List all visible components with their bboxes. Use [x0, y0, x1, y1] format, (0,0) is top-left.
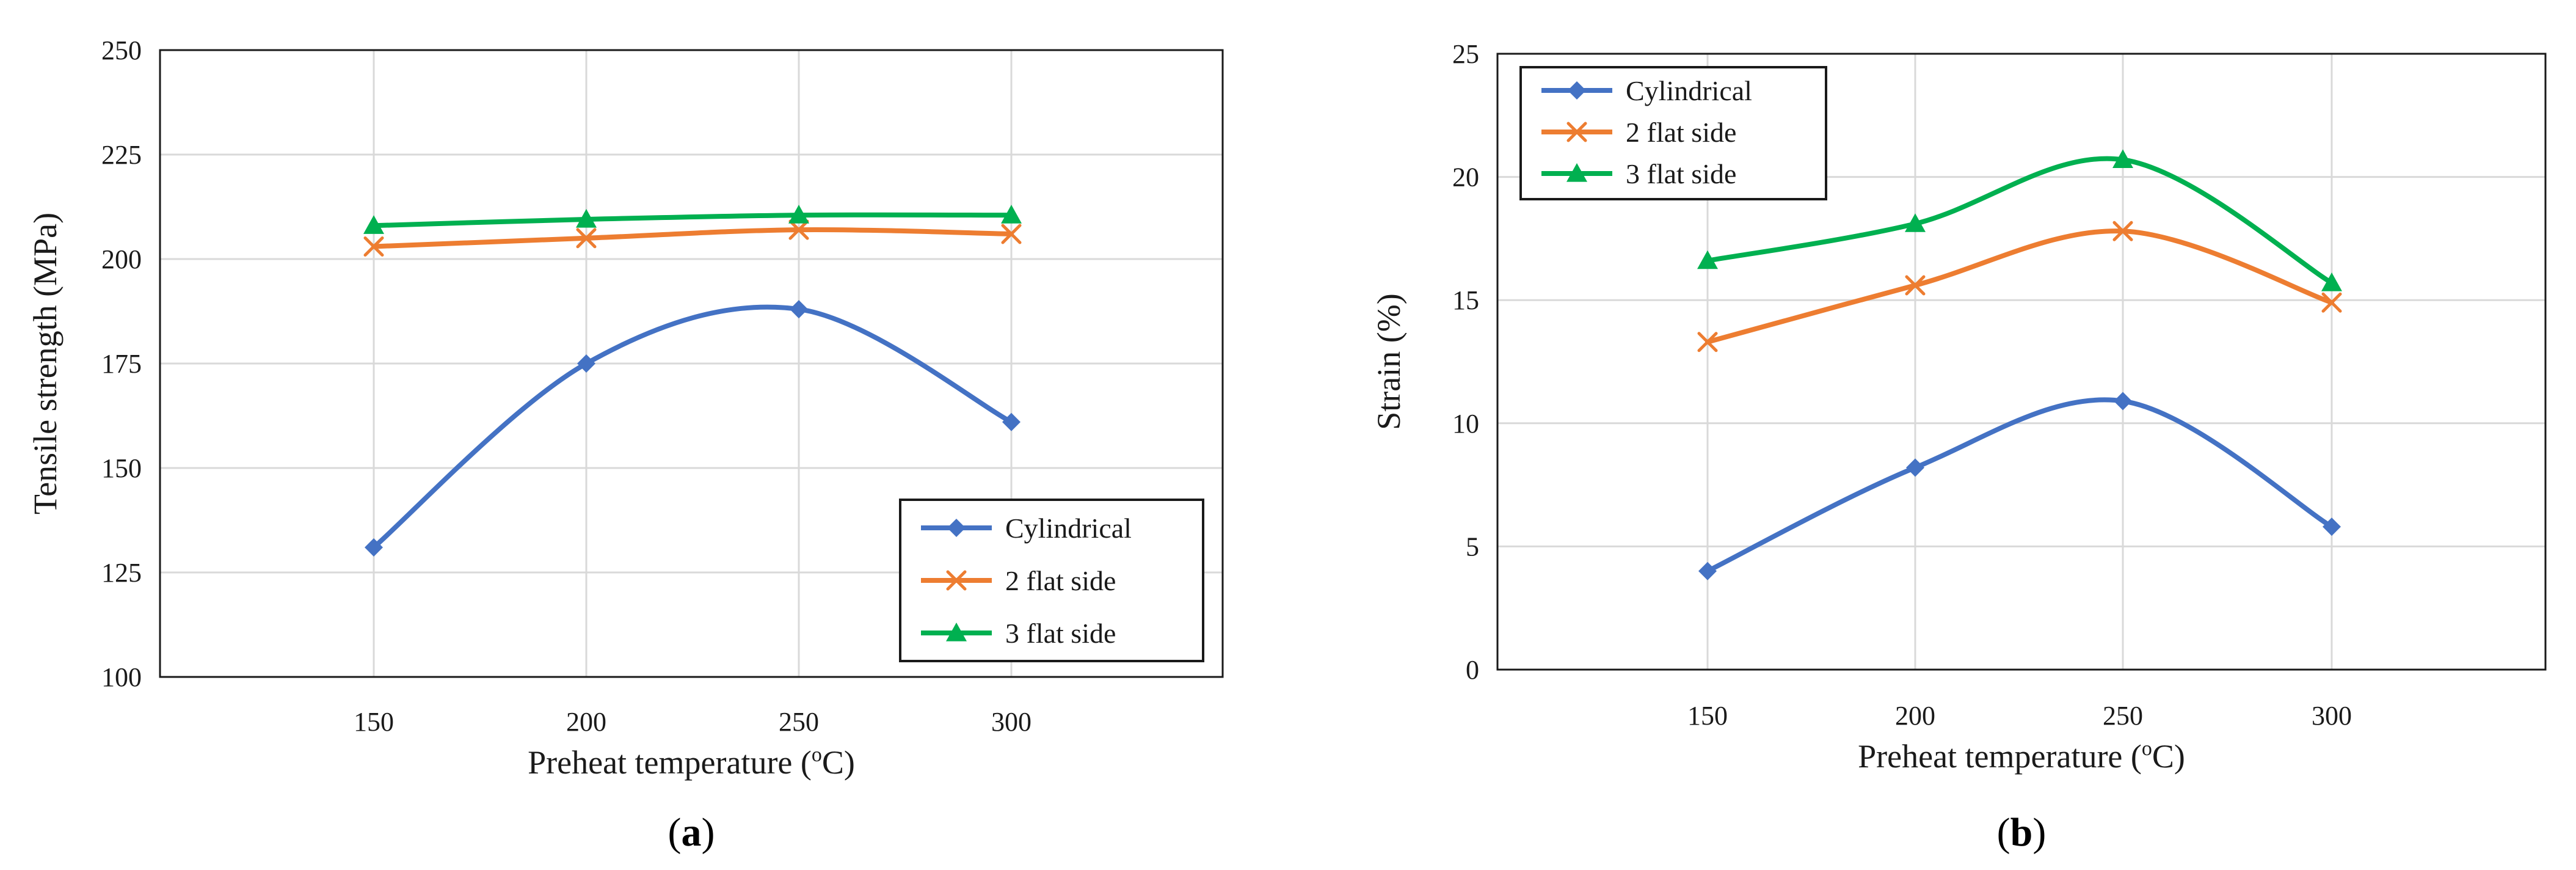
series-line-2-flat-side [371, 227, 1014, 249]
y-tick-label: 15 [1452, 285, 1479, 315]
y-tick-label: 5 [1466, 532, 1479, 561]
legend-label: Cylindrical [1005, 513, 1132, 544]
x-tick-label: 300 [2312, 701, 2352, 731]
legend: Cylindrical 2 flat side 3 flat side [1519, 66, 1827, 200]
series-line-3-flat-side [1705, 156, 2334, 285]
legend-label: 3 flat side [1626, 158, 1736, 189]
series-line-2-flat-side [1705, 228, 2334, 345]
x-tick-label: 150 [354, 707, 394, 737]
y-tick-label: 225 [101, 140, 142, 170]
y-tick-label: 175 [101, 349, 142, 379]
panel-caption: (b) [1997, 810, 2047, 855]
data-point [788, 219, 809, 240]
legend: Cylindrical 2 flat side 3 flat side [899, 499, 1204, 662]
y-tick-label: 0 [1466, 655, 1479, 685]
data-point [576, 209, 597, 228]
data-point [2321, 272, 2342, 291]
data-point [790, 300, 808, 319]
legend-label: 2 flat side [1626, 117, 1736, 148]
data-point [788, 205, 809, 224]
y-axis-title: Strain (%) [1370, 293, 1407, 430]
y-tick-label: 200 [101, 244, 142, 274]
x-tick-label: 250 [779, 707, 819, 737]
data-point [1002, 412, 1021, 431]
x-tick-label: 200 [1895, 701, 1935, 731]
y-tick-label: 20 [1452, 163, 1479, 192]
data-point [365, 538, 383, 557]
y-tick-label: 150 [101, 453, 142, 483]
data-point [2112, 221, 2133, 241]
series-line-3-flat-side [371, 212, 1014, 228]
data-point [1001, 205, 1022, 224]
data-point [363, 215, 384, 234]
data-point [2323, 517, 2341, 536]
data-point [2112, 149, 2133, 168]
chart-panel-b: 0 5 10 15 20 25 150 200 250 300 Strain (%) Preheat … [1370, 39, 2547, 855]
legend-marker [946, 623, 967, 642]
data-point [1697, 332, 1718, 353]
plot-area-border [159, 49, 1224, 678]
legend-marker [946, 570, 967, 591]
series-line-cylindrical [1705, 397, 2334, 574]
data-point [1697, 250, 1718, 269]
data-point [577, 354, 595, 373]
y-tick-label: 100 [101, 662, 142, 692]
legend-label: 3 flat side [1005, 618, 1116, 649]
legend-label: 2 flat side [1005, 565, 1116, 596]
x-tick-label: 150 [1687, 701, 1728, 731]
y-axis-title: Tensile strength (MPa) [27, 213, 64, 514]
legend-marker [1568, 81, 1586, 100]
legend-marker [947, 519, 966, 537]
data-point [2114, 392, 2132, 411]
legend-marker [1566, 122, 1587, 142]
y-tick-label: 10 [1452, 409, 1479, 439]
data-point [1906, 458, 1924, 477]
data-point [1905, 213, 1926, 232]
series-line-cylindrical [371, 304, 1014, 550]
data-point [576, 228, 597, 249]
chart-panel-a: 100 125 150 175 200 225 250 150 200 250 300 Tensile… [27, 35, 1224, 855]
x-tick-label: 200 [566, 707, 606, 737]
panel-caption: (a) [668, 810, 715, 855]
legend-marker [1566, 163, 1587, 182]
x-axis-title: Preheat temperature (oC) [528, 744, 855, 781]
x-tick-label: 300 [991, 707, 1031, 737]
y-tick-label: 125 [101, 558, 142, 588]
x-axis-title: Preheat temperature (oC) [1858, 737, 2185, 775]
data-point [1905, 275, 1926, 296]
x-tick-label: 250 [2103, 701, 2143, 731]
y-tick-label: 25 [1452, 39, 1479, 69]
legend-label: Cylindrical [1626, 75, 1752, 106]
data-point [1698, 561, 1717, 580]
plot-area-border [1496, 53, 2547, 671]
data-point [363, 236, 384, 257]
data-point [1001, 224, 1022, 244]
y-tick-label: 250 [101, 35, 142, 65]
data-point [2321, 292, 2342, 313]
